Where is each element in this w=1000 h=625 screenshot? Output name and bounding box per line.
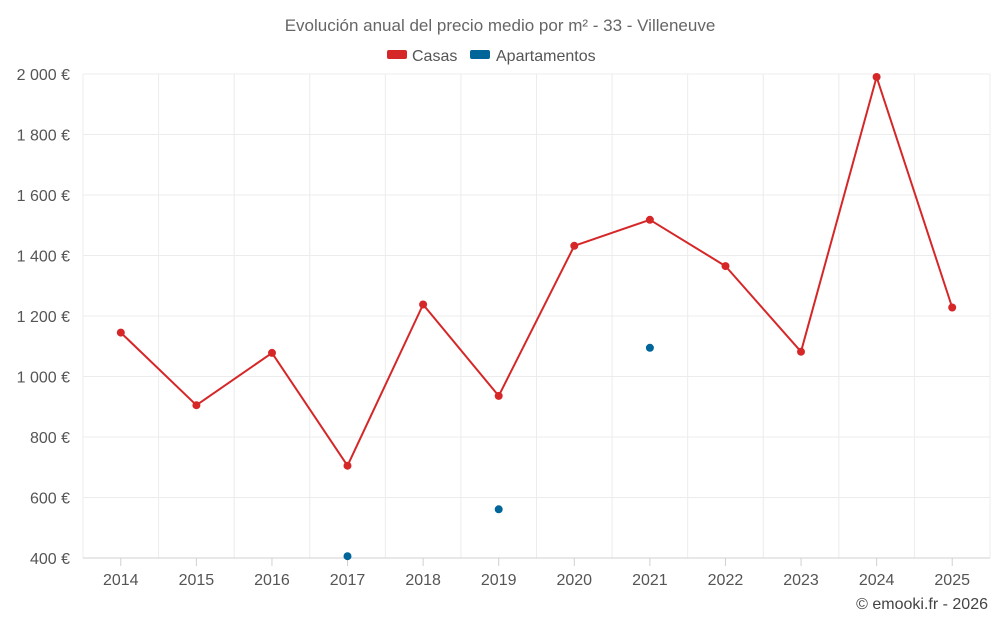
series xyxy=(116,73,957,561)
y-tick-label: 1 000 € xyxy=(17,370,70,387)
legend-item-apartamentos[interactable]: Apartamentos xyxy=(470,48,596,65)
x-tick-label: 2020 xyxy=(556,572,592,589)
x-tick-label: 2016 xyxy=(254,572,290,589)
data-point-casas-2015[interactable] xyxy=(192,401,201,410)
legend-swatch-apartamentos xyxy=(470,50,490,59)
y-tick-label: 600 € xyxy=(30,491,70,508)
credit-text: © emooki.fr - 2026 xyxy=(856,596,988,613)
data-point-casas-2014[interactable] xyxy=(116,328,125,337)
x-tick-label: 2018 xyxy=(405,572,441,589)
data-point-casas-2024[interactable] xyxy=(872,73,881,81)
series-apartamentos xyxy=(343,343,654,561)
data-point-casas-2017[interactable] xyxy=(343,461,352,470)
data-point-casas-2020[interactable] xyxy=(570,241,579,250)
legend-label-apartamentos: Apartamentos xyxy=(496,48,596,65)
x-tick-label: 2024 xyxy=(859,572,895,589)
y-tick-label: 1 200 € xyxy=(17,309,70,326)
legend-swatch-casas xyxy=(387,50,407,59)
legend: Casas Apartamentos xyxy=(387,48,596,65)
axes: 400 € 600 € 800 € 1 000 € 1 200 € 1 400 € 1 60… xyxy=(17,67,990,589)
grid xyxy=(82,73,991,558)
data-point-apartamentos-2021[interactable] xyxy=(645,343,654,352)
x-tick-label: 2015 xyxy=(179,572,215,589)
x-tick-label: 2022 xyxy=(708,572,744,589)
y-tick-label: 1 600 € xyxy=(17,188,70,205)
data-point-apartamentos-2017[interactable] xyxy=(343,552,352,561)
y-tick-label: 2 000 € xyxy=(17,67,70,84)
y-tick-label: 800 € xyxy=(30,430,70,447)
series-line-casas xyxy=(120,76,954,467)
y-tick-label: 1 800 € xyxy=(17,128,70,145)
data-point-casas-2016[interactable] xyxy=(268,348,276,357)
x-tick-label: 2023 xyxy=(783,572,819,589)
legend-label-casas: Casas xyxy=(412,48,457,65)
data-point-casas-2023[interactable] xyxy=(797,347,805,356)
x-tick-label: 2017 xyxy=(330,572,366,589)
data-point-casas-2021[interactable] xyxy=(645,215,654,224)
data-point-casas-2018[interactable] xyxy=(419,300,428,309)
legend-item-casas[interactable]: Casas xyxy=(387,48,457,65)
chart-title: Evolución anual del precio medio por m² … xyxy=(285,16,716,35)
data-point-casas-2019[interactable] xyxy=(494,391,503,400)
x-tick-label: 2014 xyxy=(103,572,139,589)
data-point-casas-2022[interactable] xyxy=(721,262,730,271)
x-tick-label: 2025 xyxy=(934,572,970,589)
y-tick-label: 1 400 € xyxy=(17,249,70,266)
y-tick-label: 400 € xyxy=(30,551,70,568)
x-tick-label: 2019 xyxy=(481,572,517,589)
data-point-apartamentos-2019[interactable] xyxy=(494,505,503,514)
series-casas xyxy=(116,73,957,470)
x-tick-label: 2021 xyxy=(632,572,668,589)
data-point-casas-2025[interactable] xyxy=(948,303,957,312)
